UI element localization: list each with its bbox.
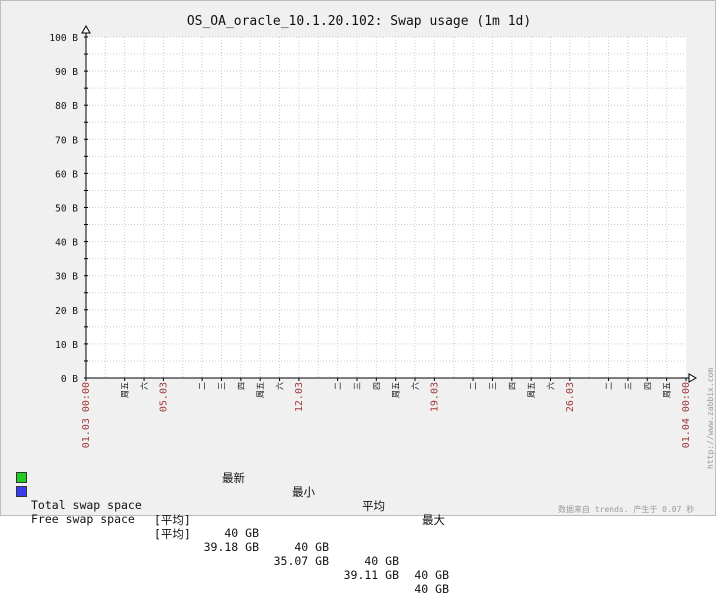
legend-min-value: 35.07 GB xyxy=(273,554,329,568)
y-tick-label: 10 B xyxy=(55,340,78,351)
x-tick-label: 六 xyxy=(546,382,556,390)
x-tick-label: 周五 xyxy=(392,382,401,398)
legend-row-free: Free swap space [平均] 39.18 GB 35.07 GB 3… xyxy=(1,484,449,610)
header-max: 最大 xyxy=(422,513,445,527)
header-avg: 平均 xyxy=(362,499,385,513)
y-tick-label: 50 B xyxy=(55,204,78,215)
generation-note: 数据来自 trends. 产生于 0.07 秒 xyxy=(558,505,695,514)
axes xyxy=(81,24,698,383)
x-tick-label: 12.03 xyxy=(294,382,305,412)
header-last: 最新 xyxy=(222,471,245,485)
x-tick-label: 二 xyxy=(334,382,343,390)
x-tick-label: 周五 xyxy=(527,382,536,398)
x-tick-label: 六 xyxy=(410,382,420,390)
legend-max-value: 40 GB xyxy=(414,582,449,596)
legend-swatch-free xyxy=(16,486,27,497)
x-tick-label: 四 xyxy=(643,382,652,390)
y-tick-label: 100 B xyxy=(49,33,78,44)
x-tick-label: 05.03 xyxy=(158,382,169,412)
y-tick-label: 90 B xyxy=(55,67,78,78)
x-tick-label: 26.03 xyxy=(565,382,576,412)
x-tick-label: 三 xyxy=(488,382,497,390)
grid-lines xyxy=(84,36,686,379)
legend-series-name: Free swap space xyxy=(31,512,135,526)
legend-last-value: 39.18 GB xyxy=(203,540,259,554)
zabbix-url: http://www.zabbix.com xyxy=(706,367,715,469)
x-tick-label: 六 xyxy=(275,382,285,390)
legend-swatch-total xyxy=(16,472,27,483)
legend-series-name: Total swap space xyxy=(31,498,142,512)
y-axis-arrow xyxy=(81,24,91,34)
y-tick-label: 80 B xyxy=(55,101,78,112)
x-tick-label: 三 xyxy=(353,382,362,390)
x-tick-label: 01.03 00:00 xyxy=(81,382,92,448)
x-tick-label: 周五 xyxy=(663,382,672,398)
x-tick-label: 周五 xyxy=(256,382,265,398)
chart-title: OS_OA_oracle_10.1.20.102: Swap usage (1m… xyxy=(187,14,531,29)
y-tick-label: 60 B xyxy=(55,169,78,180)
x-tick-label: 二 xyxy=(605,382,614,390)
x-axis-arrow xyxy=(688,373,698,383)
legend-func: [平均] xyxy=(154,527,191,541)
y-tick-label: 40 B xyxy=(55,238,78,249)
legend-avg-value: 39.11 GB xyxy=(343,568,399,582)
x-tick-label: 01.04 00:00 xyxy=(681,382,692,448)
x-tick-label: 四 xyxy=(237,382,246,390)
y-tick-label: 30 B xyxy=(55,272,78,283)
x-tick-label: 19.03 xyxy=(429,382,440,412)
x-tick-label: 六 xyxy=(139,382,149,390)
x-tick-label: 三 xyxy=(624,382,633,390)
x-tick-label: 四 xyxy=(372,382,381,390)
legend-last-value: 40 GB xyxy=(224,526,259,540)
legend-avg-value: 40 GB xyxy=(364,554,399,568)
x-tick-label: 三 xyxy=(217,382,226,390)
y-tick-label: 20 B xyxy=(55,306,78,317)
header-min: 最小 xyxy=(292,485,315,499)
x-axis-labels: 01.03 00:00 周五 六 05.03 二 三 四 周五 六 12.03 二 三 四 周五 六 19.0… xyxy=(81,378,692,448)
chart-canvas: OS_OA_oracle_10.1.20.102: Swap usage (1m… xyxy=(49,14,698,448)
x-tick-label: 二 xyxy=(198,382,207,390)
y-tick-label: 0 B xyxy=(61,374,78,385)
legend-min-value: 40 GB xyxy=(294,540,329,554)
x-tick-label: 周五 xyxy=(121,382,130,398)
x-tick-label: 二 xyxy=(469,382,478,390)
y-axis-labels: 0 B 10 B 20 B 30 B 40 B 50 B 60 B 70 B 80 B 90 B 1… xyxy=(49,33,78,385)
swap-usage-graph: OS_OA_oracle_10.1.20.102: Swap usage (1m… xyxy=(0,0,716,596)
y-tick-label: 70 B xyxy=(55,135,78,146)
legend-max-value: 40 GB xyxy=(414,568,449,582)
x-tick-label: 四 xyxy=(508,382,517,390)
